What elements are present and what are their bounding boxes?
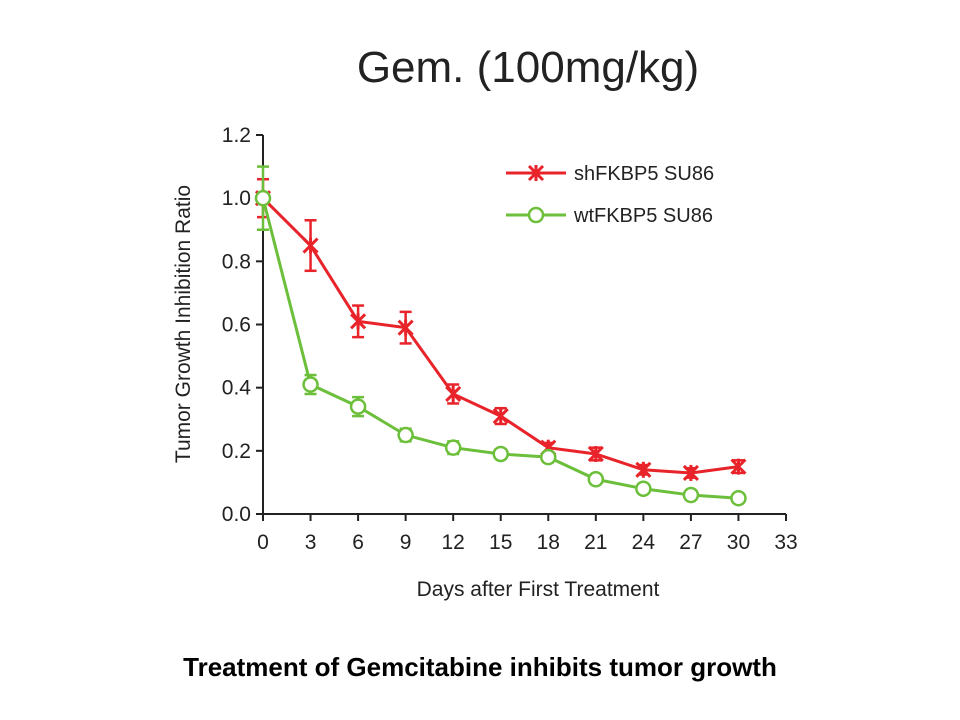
data-point [635,461,652,478]
x-tick-label: 0 [257,531,269,554]
chart-axes: 0 3 6 9 12 15 18 21 24 27 30 33 0.0 0.2 0.4 0.6 0.8 1.0 1.… [222,124,798,554]
data-point [350,313,367,330]
data-point [587,471,605,488]
y-tick-label: 1.2 [222,124,251,147]
y-tick-label: 0.0 [222,503,251,526]
x-tick-label: 15 [489,531,512,554]
series-wtFKBP5 [254,165,747,507]
data-point [254,189,272,207]
chart-series-layer [254,165,747,507]
data-point [730,489,747,507]
x-tick-label: 21 [584,531,607,554]
data-point [302,237,319,254]
data-point [397,319,414,336]
data-point [682,486,700,504]
x-tick-label: 33 [774,531,797,554]
data-point [730,458,747,475]
data-point [540,448,557,466]
data-point [445,385,462,403]
y-tick-label: 0.4 [222,377,252,400]
chart-legend: shFKBP5 SU86 wtFKBP5 SU86 [506,163,714,227]
x-tick-label: 30 [727,531,750,554]
y-tick-label: 0.6 [222,314,251,337]
y-tick-label: 0.8 [222,250,251,273]
data-point [444,439,462,456]
x-axis-label: Days after First Treatment [417,578,660,601]
x-tick-label: 9 [400,531,412,554]
y-tick-label: 1.0 [222,187,251,210]
series-shFKBP5 [254,177,747,482]
x-tick-label: 6 [352,531,364,554]
data-point [349,398,367,415]
legend-label: wtFKBP5 SU86 [573,205,713,227]
y-axis-label: Tumor Growth Inhibition Ratio [172,185,195,463]
x-tick-label: 3 [305,531,317,554]
legend-item: shFKBP5 SU86 [506,163,714,185]
legend-item: wtFKBP5 SU86 [506,205,713,227]
series-line [261,197,739,475]
legend-marker [527,164,545,182]
y-tick-label: 0.2 [222,440,251,463]
data-point [682,464,699,482]
data-point [635,480,652,497]
slide-caption: Treatment of Gemcitabine inhibits tumor … [183,652,777,682]
data-point [587,445,604,463]
data-point [492,445,509,463]
x-tick-label: 12 [442,531,465,554]
x-tick-label: 18 [537,531,560,554]
legend-label: shFKBP5 SU86 [574,163,714,185]
legend-marker [527,206,545,224]
data-point [397,426,414,444]
chart: Gem. (100mg/kg) 0 3 6 9 12 15 18 21 24 27 30 330.00… [172,43,798,601]
data-point [492,408,509,425]
chart-title: Gem. (100mg/kg) [357,43,699,92]
data-point [302,376,319,393]
x-tick-label: 24 [632,531,656,554]
x-tick-label: 27 [679,531,702,554]
